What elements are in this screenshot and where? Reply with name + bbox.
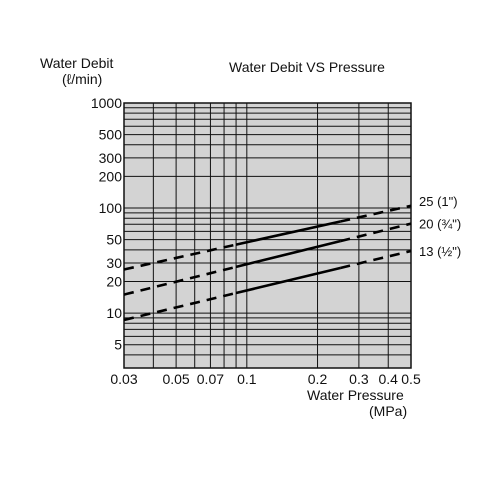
y-tick-label: 500 [99, 127, 123, 143]
tick-labels: 0.03 0.05 0.07 0.1 0.2 0.3 0.4 0.5 5 10 20 30 50 100 2… [91, 95, 421, 387]
series-label-0: 25 (1") [419, 194, 458, 209]
grid [123, 102, 412, 369]
series-line-0-solid [235, 220, 341, 246]
series-labels: 25 (1") 20 (¾") 13 (½") [419, 194, 461, 259]
y-tick-label: 300 [99, 150, 123, 166]
series-line-2-solid [235, 266, 341, 295]
x-axis-unit: (MPa) [369, 403, 407, 419]
y-axis-label: Water Debit [40, 55, 114, 71]
series-line-2-dashed [339, 249, 412, 270]
series-line-0-dashed [123, 243, 237, 271]
plot-frame [123, 102, 412, 369]
x-tick-label: 0.5 [401, 371, 421, 387]
x-tick-label: 0.1 [237, 371, 257, 387]
y-tick-label: 20 [106, 274, 122, 290]
y-axis-unit: (ℓ/min) [62, 71, 102, 87]
x-tick-label: 0.03 [110, 371, 137, 387]
series-label-1: 20 (¾") [419, 217, 461, 232]
series-line-1-solid [235, 239, 341, 269]
y-tick-label: 50 [106, 232, 122, 248]
x-tick-label: 0.4 [378, 371, 398, 387]
chart-title: Water Debit VS Pressure [229, 59, 385, 75]
x-tick-label: 0.05 [162, 371, 189, 387]
x-tick-label: 0.2 [308, 371, 328, 387]
series-label-2: 13 (½") [419, 244, 461, 259]
series-line-1-dashed [339, 222, 412, 243]
series-line-2-dashed [123, 291, 237, 322]
series-lines [123, 204, 412, 322]
series-line-1-dashed [123, 265, 237, 296]
y-tick-label: 5 [114, 337, 122, 353]
y-tick-label: 200 [99, 168, 123, 184]
series-line-0-dashed [340, 204, 412, 223]
y-tick-label: 30 [106, 255, 122, 271]
x-tick-label: 0.07 [197, 371, 224, 387]
x-tick-label: 0.3 [349, 371, 369, 387]
y-tick-label: 1000 [91, 95, 122, 111]
x-axis-label: Water Pressure [307, 387, 404, 403]
plot-background [124, 103, 411, 368]
plot-area [124, 103, 411, 368]
y-tick-label: 100 [99, 200, 123, 216]
y-tick-label: 10 [106, 305, 122, 321]
